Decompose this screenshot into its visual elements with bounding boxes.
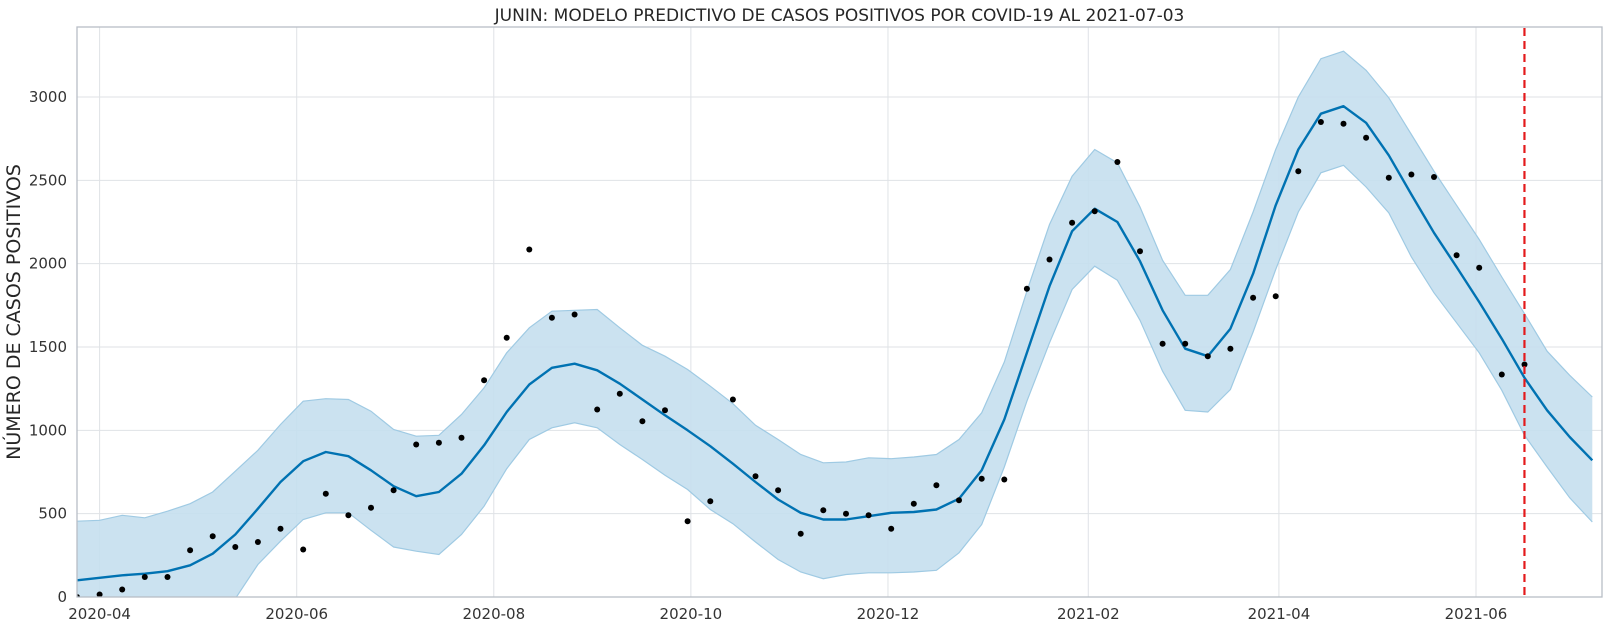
observed-point [978, 475, 985, 482]
observed-point [277, 525, 284, 532]
x-tick-label: 2020-04 [68, 605, 131, 623]
observed-point [1001, 476, 1008, 483]
x-tick-label: 2021-04 [1248, 605, 1311, 623]
observed-point [390, 487, 397, 494]
observed-point [413, 441, 420, 448]
observed-point [481, 377, 488, 384]
y-tick-label: 1000 [29, 421, 67, 439]
observed-point [1159, 340, 1166, 347]
y-tick-labels: 0 500 1000 1500 2000 2500 3000 [29, 88, 67, 606]
observed-point [729, 396, 736, 403]
observed-point [662, 407, 668, 414]
observed-point [1431, 174, 1437, 180]
observed-point [1521, 361, 1528, 368]
observed-point [1408, 171, 1415, 178]
observed-point [1114, 159, 1121, 165]
observed-point [639, 418, 646, 425]
observed-point [503, 334, 510, 341]
observed-point [1498, 371, 1505, 378]
observed-point [1272, 293, 1279, 300]
observed-point [707, 498, 714, 505]
observed-point [820, 507, 827, 514]
observed-point [548, 314, 555, 321]
observed-point [594, 406, 601, 413]
observed-point [1250, 294, 1257, 301]
x-tick-label: 2021-06 [1445, 605, 1508, 623]
observed-point [1204, 353, 1211, 360]
observed-point [1363, 134, 1370, 141]
plot-frame [76, 26, 1603, 598]
x-tick-label: 2021-02 [1057, 605, 1120, 623]
observed-point [119, 586, 126, 593]
y-axis-label: NÚMERO DE CASOS POSITIVOS [1, 164, 25, 460]
observed-point [1069, 219, 1076, 226]
observed-point [164, 574, 171, 580]
observed-point [684, 518, 691, 525]
observed-point [843, 510, 849, 517]
observed-point [141, 574, 148, 580]
y-tick-label: 1500 [29, 338, 67, 356]
x-tick-label: 2020-08 [462, 605, 525, 623]
observed-point [1453, 252, 1460, 259]
observed-point [209, 533, 216, 540]
observed-point [187, 547, 194, 554]
observed-point [1227, 345, 1234, 352]
observed-point [345, 512, 352, 519]
observed-point [865, 512, 872, 519]
observed-point [96, 591, 103, 597]
observed-point [571, 311, 578, 318]
observed-point [1295, 168, 1302, 175]
observed-point [232, 544, 239, 550]
observed-point [1023, 285, 1030, 292]
y-tick-label: 2500 [29, 171, 67, 189]
y-tick-label: 2000 [29, 255, 67, 273]
observed-point [1182, 340, 1189, 347]
observed-point [458, 434, 465, 441]
observed-point [1137, 248, 1143, 255]
observed-point [322, 490, 329, 497]
observed-point [933, 482, 940, 489]
observed-point [616, 390, 623, 397]
observed-point [254, 539, 261, 545]
band-upper-edge [77, 50, 1593, 522]
forecast-line [77, 105, 1594, 582]
observed-point [1340, 120, 1347, 127]
plot-area [77, 28, 1594, 597]
uncertainty-band [77, 51, 1593, 597]
observed-point [1385, 174, 1392, 181]
observed-point [775, 487, 782, 494]
observed-point [752, 473, 759, 480]
observed-point [77, 594, 80, 597]
observed-point [368, 504, 374, 511]
y-tick-label: 0 [57, 588, 67, 606]
x-tick-label: 2020-10 [660, 605, 723, 623]
band-lower-edge [235, 164, 1593, 597]
y-tick-label: 3000 [29, 88, 67, 106]
x-tick-label: 2020-06 [265, 605, 328, 623]
observed-point [1046, 256, 1053, 263]
chart-title: JUNIN: MODELO PREDICTIVO DE CASOS POSITI… [494, 6, 1185, 26]
observed-point [1476, 264, 1483, 271]
observed-point [526, 246, 533, 253]
observed-point [1317, 119, 1324, 125]
observed-point [910, 500, 917, 507]
observed-point [1091, 208, 1098, 215]
observed-point [300, 546, 307, 553]
x-tick-label: 2020-12 [857, 605, 920, 623]
observed-point [888, 525, 895, 532]
x-tick-labels: 2020-04 2020-06 2020-08 2020-10 2020-12 2021-… [68, 605, 1507, 623]
observed-point [435, 439, 442, 446]
observed-point [797, 530, 804, 537]
y-tick-label: 500 [38, 505, 67, 523]
observed-point [956, 497, 962, 504]
